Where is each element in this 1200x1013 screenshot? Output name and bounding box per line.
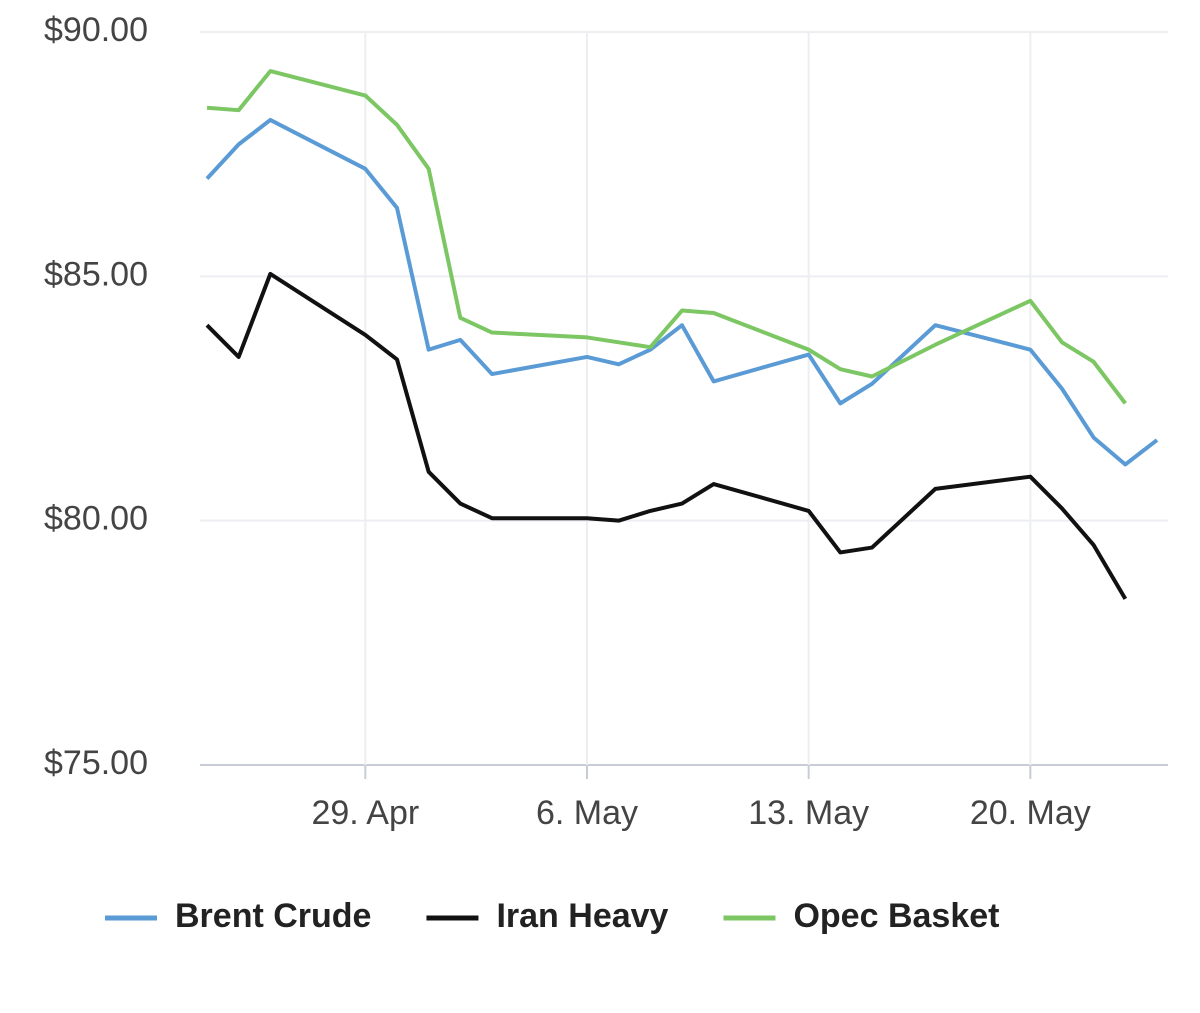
series-line — [206, 69, 1127, 405]
x-tick-label: 13. May — [748, 794, 869, 832]
x-tick-label: 20. May — [970, 794, 1091, 832]
y-tick-label: $85.00 — [44, 255, 148, 293]
legend-label: Opec Basket — [793, 897, 999, 935]
y-tick-label: $75.00 — [44, 744, 148, 782]
x-tick-label: 6. May — [536, 794, 638, 832]
series-line — [205, 271, 1128, 600]
legend: Brent Crude Iran Heavy Opec Basket — [105, 897, 999, 935]
x-tick-label: 29. Apr — [311, 794, 419, 832]
legend-label: Brent Crude — [175, 897, 371, 935]
y-tick-label: $90.00 — [44, 11, 148, 49]
series-line — [205, 117, 1159, 467]
legend-label: Iran Heavy — [496, 897, 668, 935]
y-tick-label: $80.00 — [44, 500, 148, 538]
